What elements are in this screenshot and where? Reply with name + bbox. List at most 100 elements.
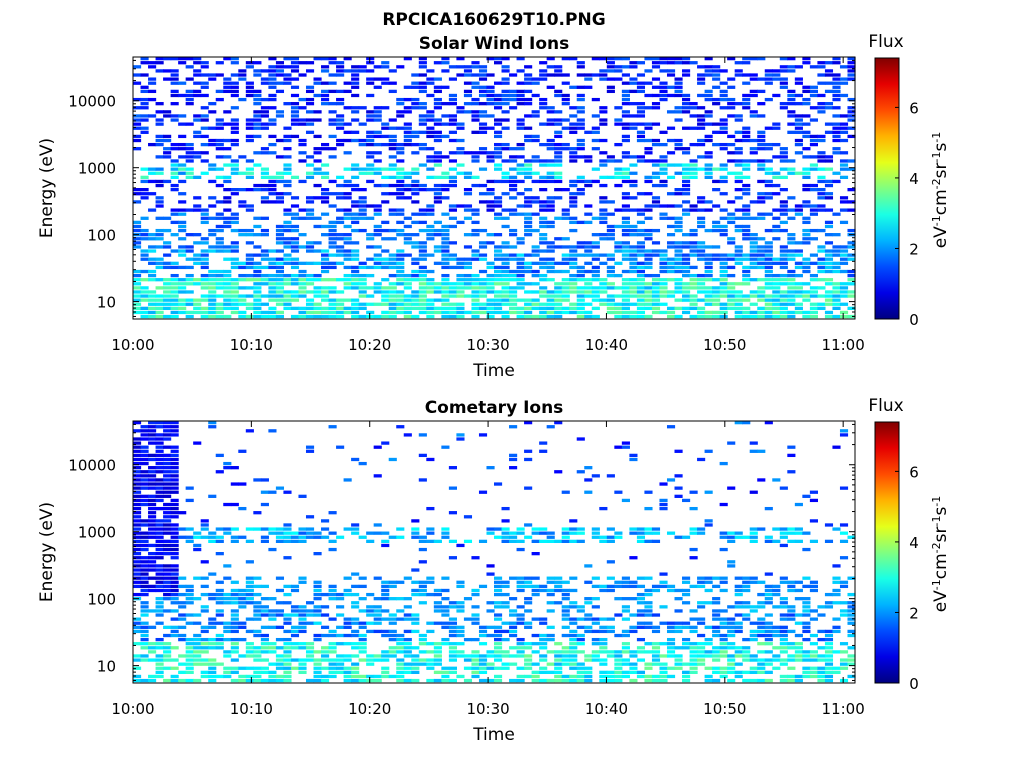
heatmap-cell	[689, 249, 698, 253]
heatmap-cell	[809, 228, 818, 233]
heatmap-cell	[381, 531, 390, 535]
heatmap-cell	[155, 646, 164, 650]
heatmap-cell	[313, 224, 322, 229]
heatmap-cell	[847, 167, 856, 171]
heatmap-cell	[305, 609, 315, 613]
heatmap-cell	[486, 625, 495, 629]
heatmap-cell	[636, 314, 646, 319]
heatmap-cell	[599, 506, 608, 511]
heatmap-cell	[621, 609, 630, 613]
heatmap-cell	[727, 257, 736, 261]
heatmap-cell	[155, 531, 164, 535]
heatmap-cell	[629, 89, 638, 94]
heatmap-cell	[418, 580, 427, 584]
heatmap-cell	[193, 310, 202, 315]
heatmap-cell	[148, 519, 157, 523]
heatmap-cell	[802, 310, 811, 315]
heatmap-cell	[283, 278, 292, 282]
heatmap-cell	[366, 531, 375, 535]
heatmap-cell	[411, 568, 420, 572]
heatmap-cell	[290, 539, 300, 543]
heatmap-cell	[727, 646, 736, 650]
heatmap-cell	[742, 421, 751, 425]
heatmap-cell	[674, 654, 683, 658]
heatmap-cell	[373, 674, 382, 679]
heatmap-cell	[569, 273, 578, 278]
heatmap-cell	[298, 670, 307, 674]
heatmap-cell	[704, 601, 713, 605]
heatmap-cell	[719, 609, 728, 613]
heatmap-cell	[170, 73, 179, 77]
heatmap-cell	[448, 208, 457, 212]
heatmap-cell	[509, 613, 518, 617]
heatmap-cell	[524, 666, 533, 670]
x-axis: 10:00 10:10 10:20 10:30 10:40 10:50 11:00	[111, 57, 865, 354]
heatmap-cell	[478, 253, 488, 257]
heatmap-cell	[200, 114, 209, 118]
heatmap-cell	[403, 126, 412, 130]
heatmap-cell	[569, 106, 578, 110]
heatmap-cell	[584, 155, 593, 159]
heatmap-cell	[651, 531, 661, 535]
heatmap-cell	[170, 188, 179, 192]
heatmap-cell	[651, 122, 661, 126]
heatmap-cell	[471, 249, 480, 253]
heatmap-cell	[245, 208, 254, 212]
heatmap-cell	[456, 257, 465, 261]
heatmap-cell	[358, 138, 367, 143]
heatmap-cell	[734, 674, 743, 679]
heatmap-cell	[712, 122, 721, 126]
heatmap-cell	[524, 597, 533, 601]
heatmap-cell	[373, 208, 382, 212]
heatmap-cell	[208, 102, 217, 106]
heatmap-cell	[193, 204, 202, 208]
heatmap-cell	[764, 584, 773, 589]
heatmap-cell	[546, 302, 555, 306]
heatmap-cell	[606, 654, 615, 658]
heatmap-cell	[290, 633, 300, 638]
heatmap-cell	[757, 114, 766, 118]
heatmap-cell	[298, 494, 307, 498]
heatmap-cell	[268, 278, 277, 282]
heatmap-cell	[351, 110, 360, 114]
heatmap-cell	[719, 147, 728, 151]
heatmap-cell	[591, 216, 600, 220]
heatmap-cell	[509, 147, 518, 151]
heatmap-cell	[659, 674, 668, 679]
heatmap-cell	[824, 61, 834, 65]
heatmap-cell	[734, 253, 743, 257]
heatmap-cell	[381, 286, 390, 290]
heatmap-cell	[148, 511, 157, 515]
heatmap-cell	[170, 588, 179, 593]
heatmap-cell	[494, 310, 503, 315]
heatmap-cell	[351, 106, 360, 110]
heatmap-cell	[411, 592, 420, 597]
heatmap-cell	[418, 282, 427, 286]
heatmap-cell	[283, 654, 292, 658]
heatmap-cell	[757, 192, 766, 196]
heatmap-cell	[682, 97, 691, 102]
heatmap-cell	[561, 126, 570, 130]
heatmap-cell	[524, 646, 533, 650]
heatmap-cell	[155, 196, 164, 200]
heatmap-cell	[148, 425, 157, 429]
heatmap-cell	[576, 241, 585, 245]
heatmap-cell	[193, 61, 202, 65]
heatmap-cell	[358, 302, 367, 306]
heatmap-cell	[749, 310, 758, 315]
heatmap-cell	[433, 306, 442, 310]
heatmap-cell	[779, 69, 788, 73]
heatmap-cell	[230, 265, 239, 270]
heatmap-cell	[426, 208, 435, 212]
heatmap-cell	[486, 286, 495, 290]
heatmap-cell	[734, 531, 743, 535]
heatmap-cell	[569, 265, 578, 270]
heatmap-cell	[351, 77, 360, 81]
heatmap-cell	[794, 253, 803, 257]
heatmap-cell	[441, 282, 450, 286]
heatmap-cell	[305, 273, 315, 278]
heatmap-cell	[275, 265, 285, 270]
heatmap-cell	[170, 167, 179, 171]
heatmap-cell	[539, 69, 548, 73]
heatmap-cell	[554, 134, 563, 139]
